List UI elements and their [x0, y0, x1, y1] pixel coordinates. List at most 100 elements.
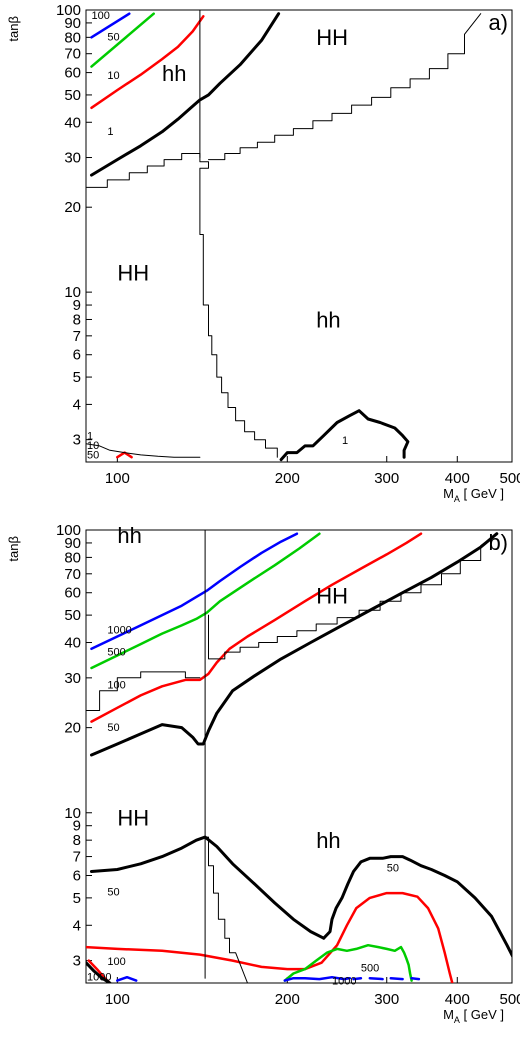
series-line — [90, 532, 299, 651]
y-axis-label: tanβ — [6, 16, 21, 42]
series-line — [90, 12, 155, 68]
y-tick-label: 7 — [73, 849, 81, 866]
y-axis-label: tanβ — [6, 536, 21, 562]
y-tick-label: 50 — [64, 607, 81, 624]
x-tick-label: 400 — [445, 470, 470, 487]
region-label: hh — [117, 523, 141, 548]
y-tick-label: 40 — [64, 635, 81, 652]
contour-label: 1000 — [332, 975, 356, 987]
region-label: hh — [316, 307, 340, 332]
series-line — [322, 855, 512, 959]
y-tick-label: 60 — [64, 585, 81, 602]
series-line — [283, 943, 413, 982]
y-tick-label: 3 — [73, 432, 81, 449]
series-line — [86, 671, 201, 711]
region-label: hh — [316, 828, 340, 853]
region-label: hh — [162, 61, 186, 86]
x-tick-label: 400 — [445, 991, 470, 1008]
contour-label: 500 — [107, 646, 125, 658]
contour-label: 50 — [387, 862, 399, 874]
region-label: HH — [316, 25, 348, 50]
y-tick-label: 5 — [73, 369, 81, 386]
contour-label: 500 — [361, 962, 379, 974]
y-tick-label: 6 — [73, 347, 81, 364]
contour-label: 50 — [87, 450, 99, 462]
y-tick-label: 6 — [73, 867, 81, 884]
y-tick-label: 40 — [64, 114, 81, 131]
series-line — [208, 533, 498, 660]
contour-label: 100 — [107, 956, 125, 968]
y-tick-label: 10 — [64, 805, 81, 822]
y-tick-label: 30 — [64, 670, 81, 687]
y-tick-label: 7 — [73, 328, 81, 345]
y-tick-label: 30 — [64, 150, 81, 167]
series-line — [352, 976, 363, 981]
series-line — [86, 153, 278, 458]
contour-label: 10 — [107, 70, 119, 82]
x-tick-label: 300 — [374, 991, 399, 1008]
curves — [86, 530, 512, 983]
region-label: HH — [117, 806, 149, 831]
series-line — [90, 12, 131, 39]
series-line — [86, 443, 201, 458]
contour-label: 50 — [107, 722, 119, 734]
y-tick-label: 50 — [64, 87, 81, 104]
y-tick-label: 90 — [64, 15, 81, 32]
y-tick-label: 20 — [64, 720, 81, 737]
contour-label: 50 — [107, 31, 119, 43]
x-tick-label: 500 — [499, 991, 520, 1008]
y-tick-label: 90 — [64, 535, 81, 552]
contour-label: 10 — [87, 440, 99, 452]
plot-frame — [85, 529, 513, 984]
x-axis-label: MA [ GeV ] — [443, 486, 504, 504]
region-label: HH — [316, 583, 348, 608]
series-line — [86, 891, 454, 983]
x-tick-label: 500 — [499, 470, 520, 487]
series-line — [208, 13, 482, 161]
series-line — [90, 835, 326, 940]
contour-label: 1 — [87, 431, 93, 443]
y-tick-label: 8 — [73, 311, 81, 328]
y-tick-label: 70 — [64, 566, 81, 583]
panel-label: a) — [488, 10, 508, 35]
y-tick-label: 4 — [73, 396, 81, 413]
series-line — [368, 976, 384, 981]
y-tick-label: 9 — [73, 297, 81, 314]
y-tick-label: 10 — [64, 284, 81, 301]
series-line — [90, 532, 321, 670]
series-line — [90, 15, 205, 110]
series-line — [90, 532, 423, 723]
y-tick-label: 9 — [73, 818, 81, 835]
y-tick-label: 80 — [64, 549, 81, 566]
series-line — [90, 532, 499, 757]
x-tick-label: 200 — [275, 470, 300, 487]
y-tick-label: 3 — [73, 953, 81, 970]
contour-label: 50 — [107, 886, 119, 898]
x-tick-label: 100 — [105, 991, 130, 1008]
y-tick-label: 4 — [73, 917, 81, 934]
series-line — [283, 975, 352, 982]
series-line — [389, 976, 404, 981]
contour-label: 100 — [107, 680, 125, 692]
contour-label: 1000 — [87, 972, 111, 984]
x-tick-label: 200 — [275, 991, 300, 1008]
contour-label: 1 — [342, 435, 348, 447]
curves — [86, 10, 482, 462]
y-tick-label: 60 — [64, 65, 81, 82]
contour-label: 1 — [107, 126, 113, 138]
y-tick-label: 8 — [73, 832, 81, 849]
x-tick-label: 300 — [374, 470, 399, 487]
contour-label: 1000 — [107, 625, 131, 637]
y-tick-label: 5 — [73, 890, 81, 907]
series-line — [90, 12, 281, 177]
y-tick-label: 80 — [64, 29, 81, 46]
y-tick-label: 70 — [64, 46, 81, 63]
series-line — [279, 409, 410, 462]
contour-label: 100 — [92, 10, 110, 22]
y-tick-label: 20 — [64, 199, 81, 216]
series-line — [204, 836, 248, 983]
y-tick-label: 100 — [56, 522, 81, 539]
